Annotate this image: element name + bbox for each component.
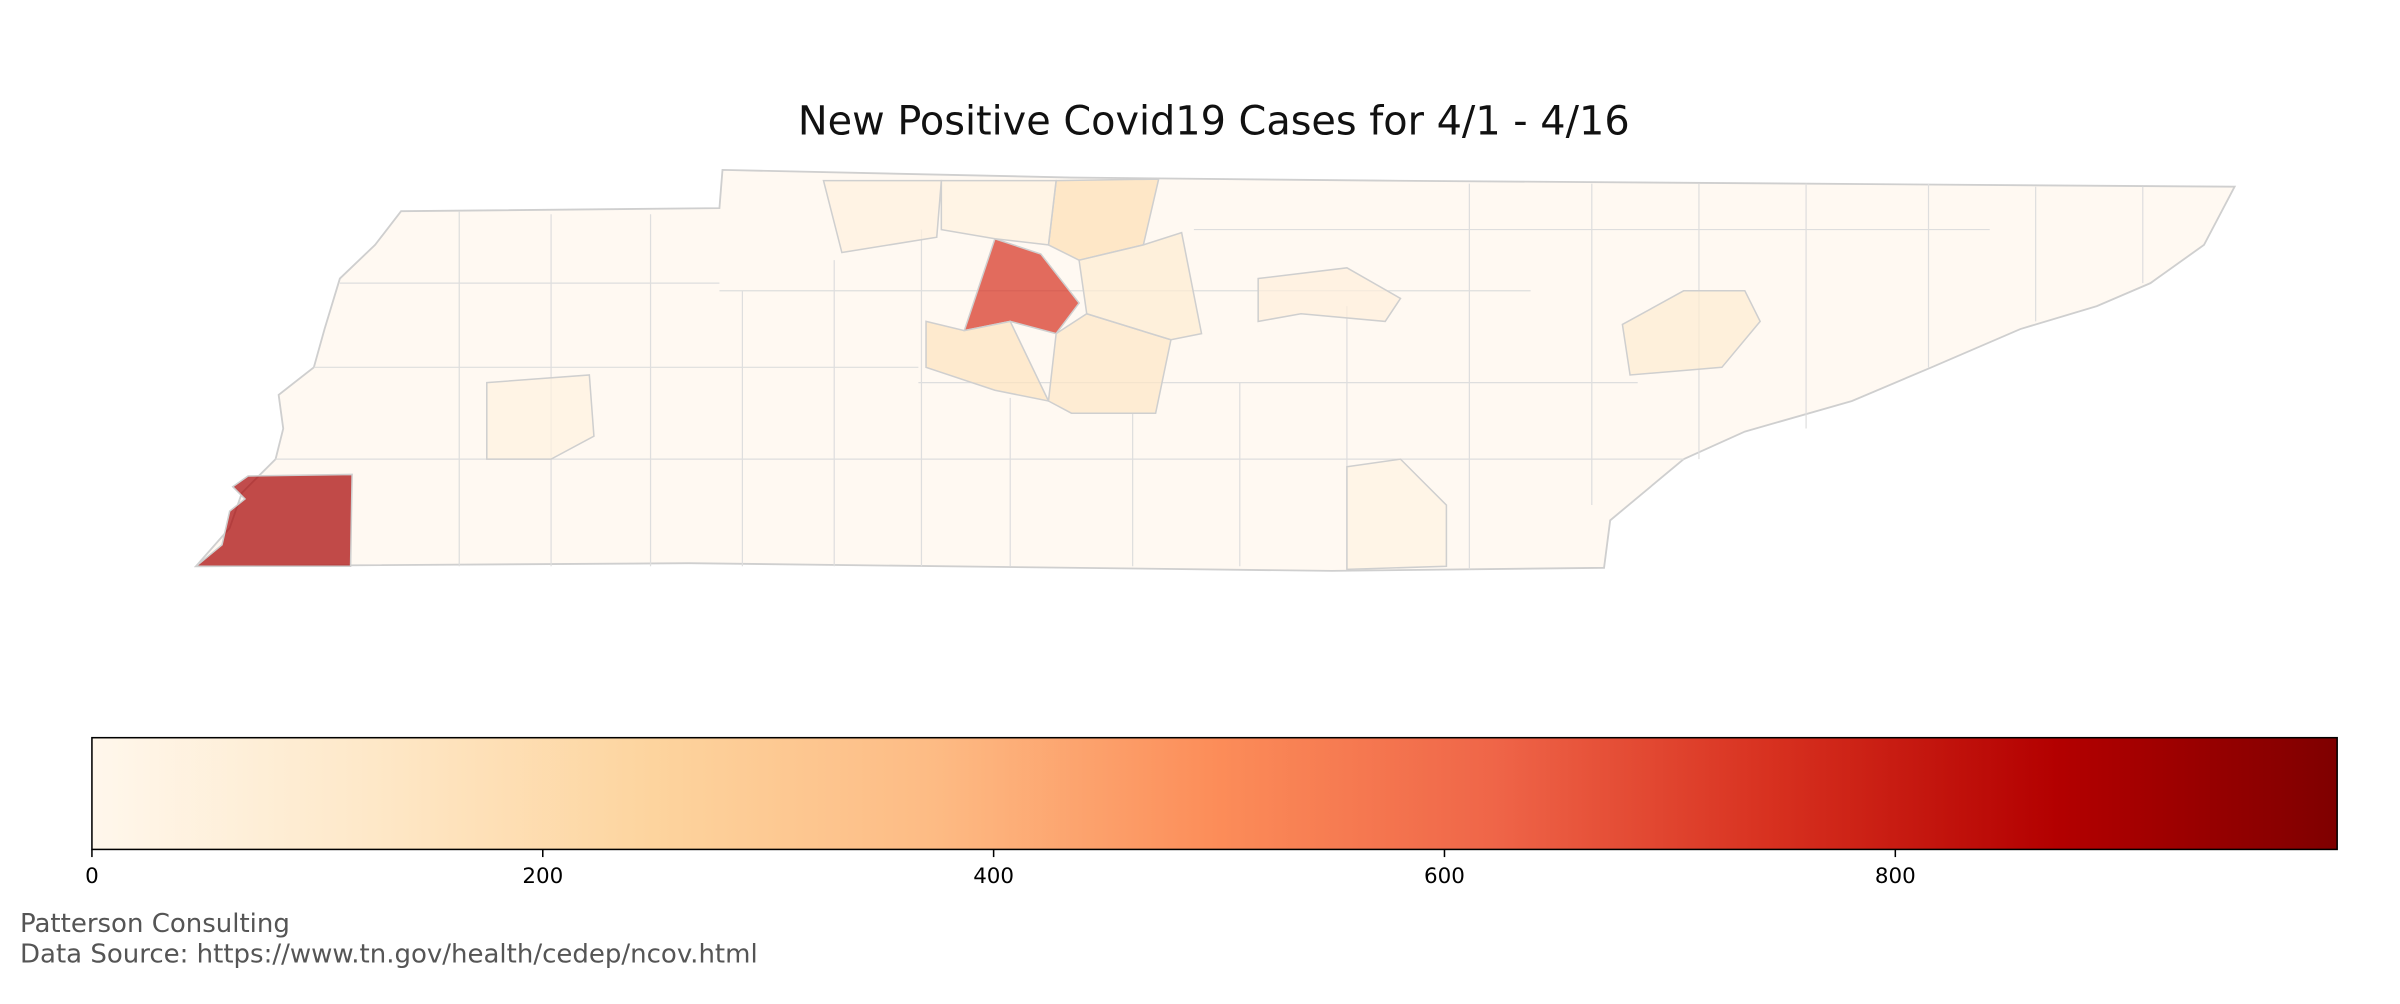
tick-label: 200 <box>522 864 563 889</box>
tick-label: 600 <box>1424 864 1465 889</box>
source: Data Source: https://www.tn.gov/health/c… <box>20 940 758 970</box>
colorbar-ticks: 0 200 400 600 800 <box>85 849 1916 889</box>
credit: Patterson Consulting <box>20 909 290 939</box>
tick-label: 800 <box>1875 864 1916 889</box>
county <box>822 179 943 254</box>
tick-label: 400 <box>973 864 1014 889</box>
county <box>1346 458 1448 571</box>
colorbar <box>91 736 2338 851</box>
chart-title: New Positive Covid19 Cases for 4/1 - 4/1… <box>798 98 1630 144</box>
county <box>486 374 595 460</box>
county-borders <box>275 183 2144 570</box>
tick-label: 0 <box>85 864 99 889</box>
county <box>1078 231 1203 341</box>
county <box>940 179 1057 246</box>
regions <box>193 178 1762 571</box>
county <box>1257 267 1402 323</box>
county <box>193 473 353 568</box>
county <box>963 237 1081 335</box>
county <box>1621 290 1762 376</box>
